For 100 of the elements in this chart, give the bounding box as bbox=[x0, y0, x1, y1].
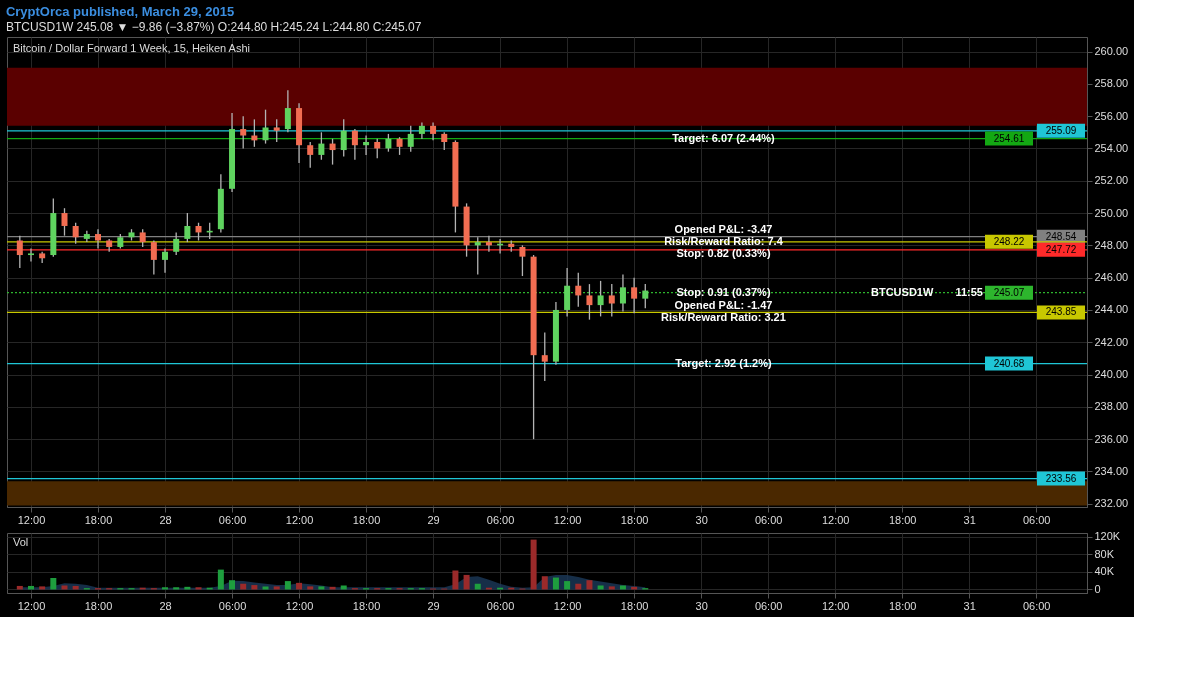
x-tick-label: 18:00 bbox=[620, 513, 649, 526]
x-tick-label: 31 bbox=[963, 599, 976, 612]
ref-line-label: 255.09 bbox=[1045, 124, 1077, 136]
y-tick-label: 238.00 bbox=[1094, 400, 1129, 413]
y-tick-label: 120K bbox=[1094, 530, 1121, 543]
candlestick bbox=[642, 283, 649, 309]
y-tick-label: 254.00 bbox=[1094, 141, 1129, 154]
ref-line-label: 245.07 bbox=[993, 286, 1025, 298]
x-tick-label: 12:00 bbox=[821, 599, 850, 612]
y-axis-title: Vol bbox=[13, 536, 29, 548]
candlestick bbox=[407, 125, 414, 153]
y-tick-label: 232.00 bbox=[1094, 497, 1129, 510]
y-tick-label: 258.00 bbox=[1094, 77, 1129, 90]
candlestick bbox=[340, 118, 347, 158]
candlestick bbox=[541, 331, 548, 382]
x-tick-label: 12:00 bbox=[553, 599, 582, 612]
annotation: Stop: 0.82 (0.33%) bbox=[676, 246, 771, 259]
candlestick bbox=[72, 222, 79, 245]
candlestick bbox=[184, 212, 191, 243]
bar bbox=[564, 581, 571, 590]
y-tick-label: 240.00 bbox=[1094, 368, 1129, 381]
candlestick bbox=[631, 277, 638, 314]
y-tick-label: 246.00 bbox=[1094, 271, 1129, 284]
candlestick bbox=[95, 228, 101, 250]
x-tick-label: 12:00 bbox=[285, 599, 314, 612]
annotation: BTCUSD1W bbox=[871, 285, 934, 298]
bar bbox=[273, 586, 280, 590]
candlestick bbox=[27, 247, 34, 263]
bar bbox=[39, 586, 46, 590]
candlestick bbox=[597, 280, 604, 318]
candlestick bbox=[318, 131, 325, 161]
x-tick-label: 18:00 bbox=[84, 599, 113, 612]
candlestick bbox=[162, 247, 169, 274]
candlestick bbox=[240, 115, 247, 150]
x-tick-label: 18:00 bbox=[352, 513, 381, 526]
y-tick-label: 80K bbox=[1094, 547, 1115, 560]
x-tick-label: 28 bbox=[159, 513, 172, 526]
y-tick-label: 250.00 bbox=[1094, 206, 1129, 219]
candlestick bbox=[262, 109, 269, 145]
x-tick-label: 31 bbox=[963, 513, 976, 526]
x-tick-label: 12:00 bbox=[17, 513, 46, 526]
bar bbox=[195, 587, 202, 590]
candlestick bbox=[273, 118, 280, 143]
bar bbox=[307, 586, 314, 590]
x-tick-label: 29 bbox=[427, 599, 440, 612]
bar bbox=[586, 580, 593, 590]
x-tick-label: 12:00 bbox=[17, 599, 46, 612]
bar bbox=[296, 582, 303, 590]
candlestick bbox=[150, 239, 157, 276]
bar bbox=[50, 578, 57, 590]
ref-line-label: 254.61 bbox=[993, 132, 1025, 144]
candlestick bbox=[608, 283, 615, 318]
candlestick bbox=[474, 236, 481, 276]
x-tick-label: 18:00 bbox=[84, 513, 113, 526]
bar bbox=[318, 586, 325, 590]
candlestick bbox=[173, 231, 180, 256]
x-tick-label: 18:00 bbox=[888, 599, 917, 612]
bar bbox=[162, 587, 169, 590]
candlestick bbox=[485, 235, 492, 253]
x-tick-label: 30 bbox=[695, 599, 708, 612]
bar bbox=[541, 576, 548, 590]
candlestick bbox=[284, 89, 291, 133]
annotation: Risk/Reward Ratio: 3.21 bbox=[661, 311, 786, 324]
ref-line-label: 248.22 bbox=[993, 235, 1025, 247]
bar bbox=[251, 585, 258, 590]
x-tick-label: 06:00 bbox=[218, 513, 247, 526]
ref-line-label: 243.85 bbox=[1045, 306, 1077, 318]
y-tick-label: 236.00 bbox=[1094, 432, 1129, 445]
x-tick-label: 06:00 bbox=[1022, 599, 1051, 612]
x-tick-label: 30 bbox=[695, 513, 708, 526]
candlestick bbox=[575, 272, 582, 308]
x-tick-label: 12:00 bbox=[821, 513, 850, 526]
x-tick-label: 06:00 bbox=[754, 599, 783, 612]
bar bbox=[452, 570, 459, 590]
candlestick bbox=[61, 207, 68, 237]
candlestick bbox=[363, 134, 370, 156]
x-tick-label: 06:00 bbox=[486, 599, 515, 612]
candlestick bbox=[619, 273, 626, 313]
y-tick-label: 256.00 bbox=[1094, 109, 1129, 122]
y-tick-label: 0 bbox=[1094, 582, 1101, 595]
bar bbox=[284, 581, 291, 590]
candlestick bbox=[16, 235, 23, 269]
x-tick-label: 06:00 bbox=[1022, 513, 1051, 526]
annotation: Stop: 0.91 (0.37%) bbox=[676, 285, 771, 298]
x-tick-label: 29 bbox=[427, 513, 440, 526]
x-tick-label: 28 bbox=[159, 599, 172, 612]
bar bbox=[262, 586, 269, 590]
ref-line-label: 233.56 bbox=[1045, 472, 1077, 484]
annotation: Opened P&L: -1.47 bbox=[674, 299, 773, 312]
chart-title: CryptOrca published, March 29, 2015 bbox=[5, 3, 235, 19]
bar bbox=[173, 587, 180, 590]
annotation: 11:55 bbox=[955, 285, 983, 298]
bar bbox=[530, 539, 537, 590]
candlestick bbox=[519, 244, 526, 277]
annotation: Bitcoin / Dollar Forward 1 Week, 15, Heiken Ashi bbox=[13, 42, 251, 54]
bar bbox=[229, 580, 236, 590]
x-tick-label: 18:00 bbox=[888, 513, 917, 526]
chart-subtitle: BTCUSD1W 245.08 ▼ −9.86 (−3.87%) O:244.80 H:245.24 L:244.80 C:245.07 bbox=[5, 19, 422, 34]
y-tick-label: 244.00 bbox=[1094, 303, 1129, 316]
x-tick-label: 18:00 bbox=[620, 599, 649, 612]
